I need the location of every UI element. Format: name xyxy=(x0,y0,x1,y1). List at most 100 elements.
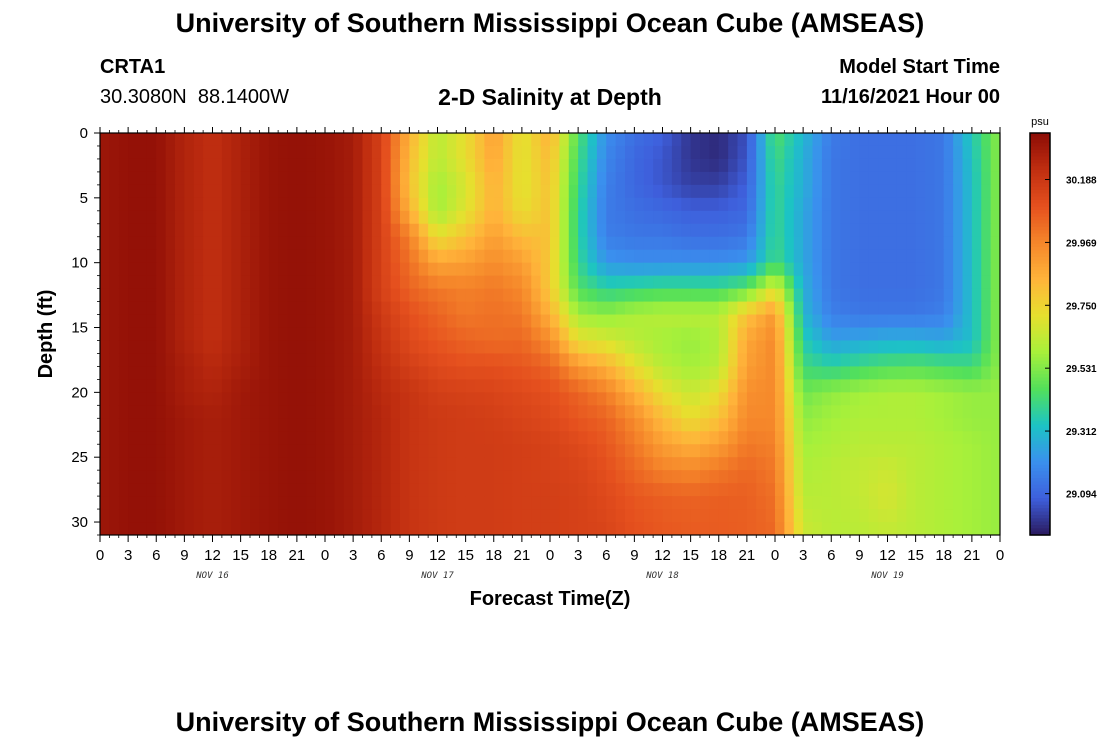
heatmap-cell xyxy=(437,158,448,173)
heatmap-cell xyxy=(653,418,664,432)
heatmap-cell xyxy=(775,133,785,147)
heatmap-cell xyxy=(793,366,804,380)
heatmap-cell xyxy=(418,353,429,368)
heatmap-cell xyxy=(184,158,195,173)
heatmap-cell xyxy=(409,210,420,225)
heatmap-cell xyxy=(296,171,307,186)
heatmap-cell xyxy=(146,236,157,251)
heatmap-cell xyxy=(756,457,767,471)
heatmap-cell xyxy=(165,197,176,212)
heatmap-cell xyxy=(653,275,664,290)
heatmap-cell xyxy=(953,444,964,458)
day-label: NOV 18 xyxy=(645,571,679,581)
heatmap-cell xyxy=(343,236,354,251)
heatmap-cell xyxy=(484,210,495,225)
heatmap-cell xyxy=(568,145,579,160)
heatmap-cell xyxy=(212,340,223,355)
heatmap-cell xyxy=(306,340,317,355)
heatmap-cell xyxy=(137,444,148,458)
heatmap-cell xyxy=(915,133,926,147)
heatmap-cell xyxy=(259,366,270,380)
heatmap-cell xyxy=(840,496,851,510)
heatmap-cell xyxy=(475,133,485,147)
x-tick-label: 9 xyxy=(405,547,413,564)
colorbar-segment xyxy=(1030,156,1050,161)
x-tick-label: 3 xyxy=(574,547,582,564)
heatmap-cell xyxy=(259,509,270,523)
heatmap-cell xyxy=(559,392,570,406)
heatmap-cell xyxy=(737,184,748,199)
heatmap-cell xyxy=(296,340,307,355)
heatmap-cell xyxy=(625,522,635,535)
heatmap-cell xyxy=(728,392,739,406)
colorbar-segment xyxy=(1030,213,1050,218)
heatmap-cell xyxy=(831,210,842,225)
heatmap-cell xyxy=(521,327,532,342)
heatmap-cell xyxy=(681,184,692,199)
colorbar-segment xyxy=(1030,390,1050,395)
heatmap-cell xyxy=(465,275,476,290)
heatmap-cell xyxy=(540,197,551,212)
heatmap-cell xyxy=(756,158,767,173)
heatmap-cell xyxy=(653,470,664,484)
heatmap-cell xyxy=(503,405,514,419)
heatmap-cell xyxy=(990,262,1000,277)
heatmap-cell xyxy=(925,184,935,199)
heatmap-cell xyxy=(587,314,598,329)
heatmap-cell xyxy=(493,379,504,393)
colorbar-segment xyxy=(1030,471,1050,476)
heatmap-cell xyxy=(671,353,682,368)
heatmap-cell xyxy=(400,133,410,147)
heatmap-cell xyxy=(653,184,664,199)
heatmap-cell xyxy=(793,522,804,535)
heatmap-cell xyxy=(728,236,739,251)
heatmap-cell xyxy=(568,366,579,380)
heatmap-cell xyxy=(371,392,382,406)
heatmap-cell xyxy=(306,158,317,173)
heatmap-cell xyxy=(784,379,795,393)
heatmap-cell xyxy=(109,275,120,290)
heatmap-cell xyxy=(709,158,720,173)
heatmap-cell xyxy=(896,340,907,355)
heatmap-cell xyxy=(128,158,139,173)
heatmap-cell xyxy=(962,483,973,497)
heatmap-cell xyxy=(981,223,992,238)
heatmap-cell xyxy=(146,444,157,458)
heatmap-cell xyxy=(606,210,617,225)
heatmap-cell xyxy=(475,184,485,199)
heatmap-cell xyxy=(765,223,776,238)
heatmap-cell xyxy=(925,496,935,510)
heatmap-cell xyxy=(700,444,710,458)
heatmap-cell xyxy=(146,145,157,160)
heatmap-cell xyxy=(596,288,607,303)
heatmap-cell xyxy=(700,275,710,290)
heatmap-cell xyxy=(662,444,673,458)
heatmap-cell xyxy=(109,340,120,355)
heatmap-cell xyxy=(109,288,120,303)
heatmap-cell xyxy=(400,184,410,199)
heatmap-cell xyxy=(962,379,973,393)
heatmap-cell xyxy=(925,522,935,535)
heatmap-cell xyxy=(287,522,298,535)
heatmap-cell xyxy=(990,353,1000,368)
x-tick-label: 9 xyxy=(855,547,863,564)
heatmap-cell xyxy=(165,522,176,535)
heatmap-cell xyxy=(634,301,645,316)
colorbar-segment xyxy=(1030,444,1050,449)
heatmap-cell xyxy=(831,249,842,264)
heatmap-cell xyxy=(250,197,260,212)
heatmap-cell xyxy=(484,392,495,406)
heatmap-cell xyxy=(746,509,757,523)
heatmap-cell xyxy=(775,522,785,535)
heatmap-cell xyxy=(709,366,720,380)
heatmap-cell xyxy=(165,301,176,316)
heatmap-cell xyxy=(812,210,823,225)
heatmap-cell xyxy=(531,158,542,173)
heatmap-cell xyxy=(606,327,617,342)
colorbar-segment xyxy=(1030,514,1050,519)
heatmap-cell xyxy=(484,431,495,445)
heatmap-cell xyxy=(100,275,110,290)
heatmap-cell xyxy=(437,275,448,290)
heatmap-cell xyxy=(437,522,448,535)
heatmap-cell xyxy=(353,405,364,419)
